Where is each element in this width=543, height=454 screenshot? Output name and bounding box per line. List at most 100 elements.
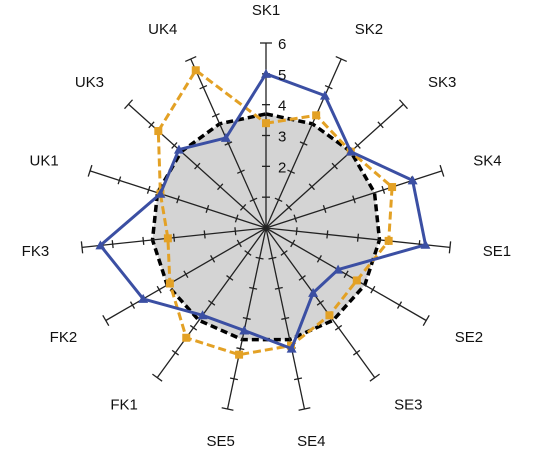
category-label-FK3: FK3 [22, 243, 50, 260]
spoke-tick [448, 241, 452, 254]
marker-square [165, 279, 174, 288]
marker-square [388, 183, 397, 192]
category-label-SE1: SE1 [483, 243, 511, 260]
marker-triangle [333, 264, 344, 274]
marker-square [262, 119, 270, 128]
marker-triangle [420, 239, 431, 249]
category-label-UK3: UK3 [75, 74, 104, 91]
spoke-tick [117, 176, 122, 185]
marker-triangle [173, 144, 184, 154]
spoke-tick [294, 377, 303, 381]
spoke-tick [290, 239, 296, 248]
marker-square [154, 127, 163, 136]
category-label-SE4: SE4 [297, 433, 325, 450]
spoke-tick [221, 407, 234, 411]
spoke-tick [87, 164, 93, 177]
spoke-tick [205, 204, 210, 213]
spoke-tick [142, 236, 145, 245]
marker-square [312, 111, 321, 120]
series-blue-line [98, 72, 427, 351]
radial-tick-label: 6 [278, 36, 286, 53]
category-label-SE3: SE3 [394, 396, 422, 413]
spoke-tick [236, 239, 242, 248]
spoke-tick [171, 349, 180, 356]
category-label-FK2: FK2 [50, 329, 78, 346]
spoke-tick [299, 141, 308, 146]
spoke-tick [249, 286, 258, 290]
spoke-tick [224, 141, 233, 146]
spoke-tick [199, 84, 208, 90]
spoke-tick [274, 197, 283, 203]
category-label-UK4: UK4 [148, 21, 177, 38]
spoke-tick [208, 299, 216, 306]
spoke-tick [285, 203, 293, 211]
spoke-tick [334, 324, 343, 331]
marker-square [325, 311, 334, 320]
spoke-tick [322, 204, 327, 213]
spoke-tick [217, 183, 224, 191]
spoke-tick [236, 169, 245, 174]
spoke-tick [281, 317, 290, 320]
spoke-tick [194, 162, 201, 170]
spoke-tick [102, 314, 110, 327]
marker-triangle [407, 175, 418, 185]
spoke-tick [316, 255, 322, 263]
spoke-tick [377, 121, 384, 129]
spoke-tick [255, 256, 264, 260]
spoke-tick [352, 349, 361, 356]
spoke-tick [370, 285, 376, 294]
spoke-tick [298, 275, 306, 281]
spoke-tick [189, 324, 198, 331]
category-label-SE5: SE5 [207, 433, 235, 450]
spoke-tick [80, 241, 84, 254]
spoke-tick [234, 214, 239, 223]
spoke-tick [293, 214, 298, 223]
radial-tick-label: 5 [278, 67, 286, 84]
marker-triangle [308, 287, 319, 297]
spoke-tick [210, 255, 216, 263]
marker-square [191, 66, 200, 75]
spoke-tick [398, 99, 408, 110]
spoke-tick [268, 256, 277, 260]
category-label-SK2: SK2 [355, 21, 383, 38]
category-label-SK4: SK4 [473, 153, 501, 170]
spoke-tick [171, 142, 178, 149]
spoke-tick [381, 185, 386, 194]
spoke-tick [295, 227, 298, 236]
marker-triangle [239, 325, 250, 335]
spoke-tick [298, 407, 311, 411]
spoke-tick [422, 314, 430, 327]
series-orange-line [156, 68, 394, 357]
spoke-tick [229, 377, 238, 381]
category-label-SK3: SK3 [428, 74, 456, 91]
marker-triangle [319, 90, 330, 100]
spoke-tick [129, 301, 136, 309]
category-label-SE2: SE2 [455, 329, 483, 346]
spoke-tick [308, 183, 315, 191]
spoke-tick [226, 275, 234, 281]
spoke-tick [354, 142, 361, 149]
spoke-tick [316, 299, 324, 306]
spoke-tick [185, 55, 197, 63]
spoke-tick [211, 113, 220, 118]
spoke-tick [249, 197, 258, 203]
spoke-tick [176, 195, 180, 204]
spoke-tick [242, 317, 251, 320]
spoke-tick [244, 250, 252, 256]
spoke-tick [183, 270, 189, 279]
marker-square [182, 333, 191, 342]
radial-tick-label: 3 [278, 129, 286, 146]
spoke-tick [280, 250, 288, 256]
spoke-tick [369, 373, 380, 382]
spoke-tick [172, 233, 176, 242]
spoke-tick [239, 203, 247, 211]
spoke-tick [111, 240, 114, 249]
marker-triangle [286, 343, 297, 353]
category-label-FK1: FK1 [110, 396, 138, 413]
spoke-tick [203, 230, 206, 239]
spoke-tick [152, 373, 163, 382]
category-label-SK1: SK1 [252, 2, 280, 19]
spoke-tick [124, 99, 134, 110]
